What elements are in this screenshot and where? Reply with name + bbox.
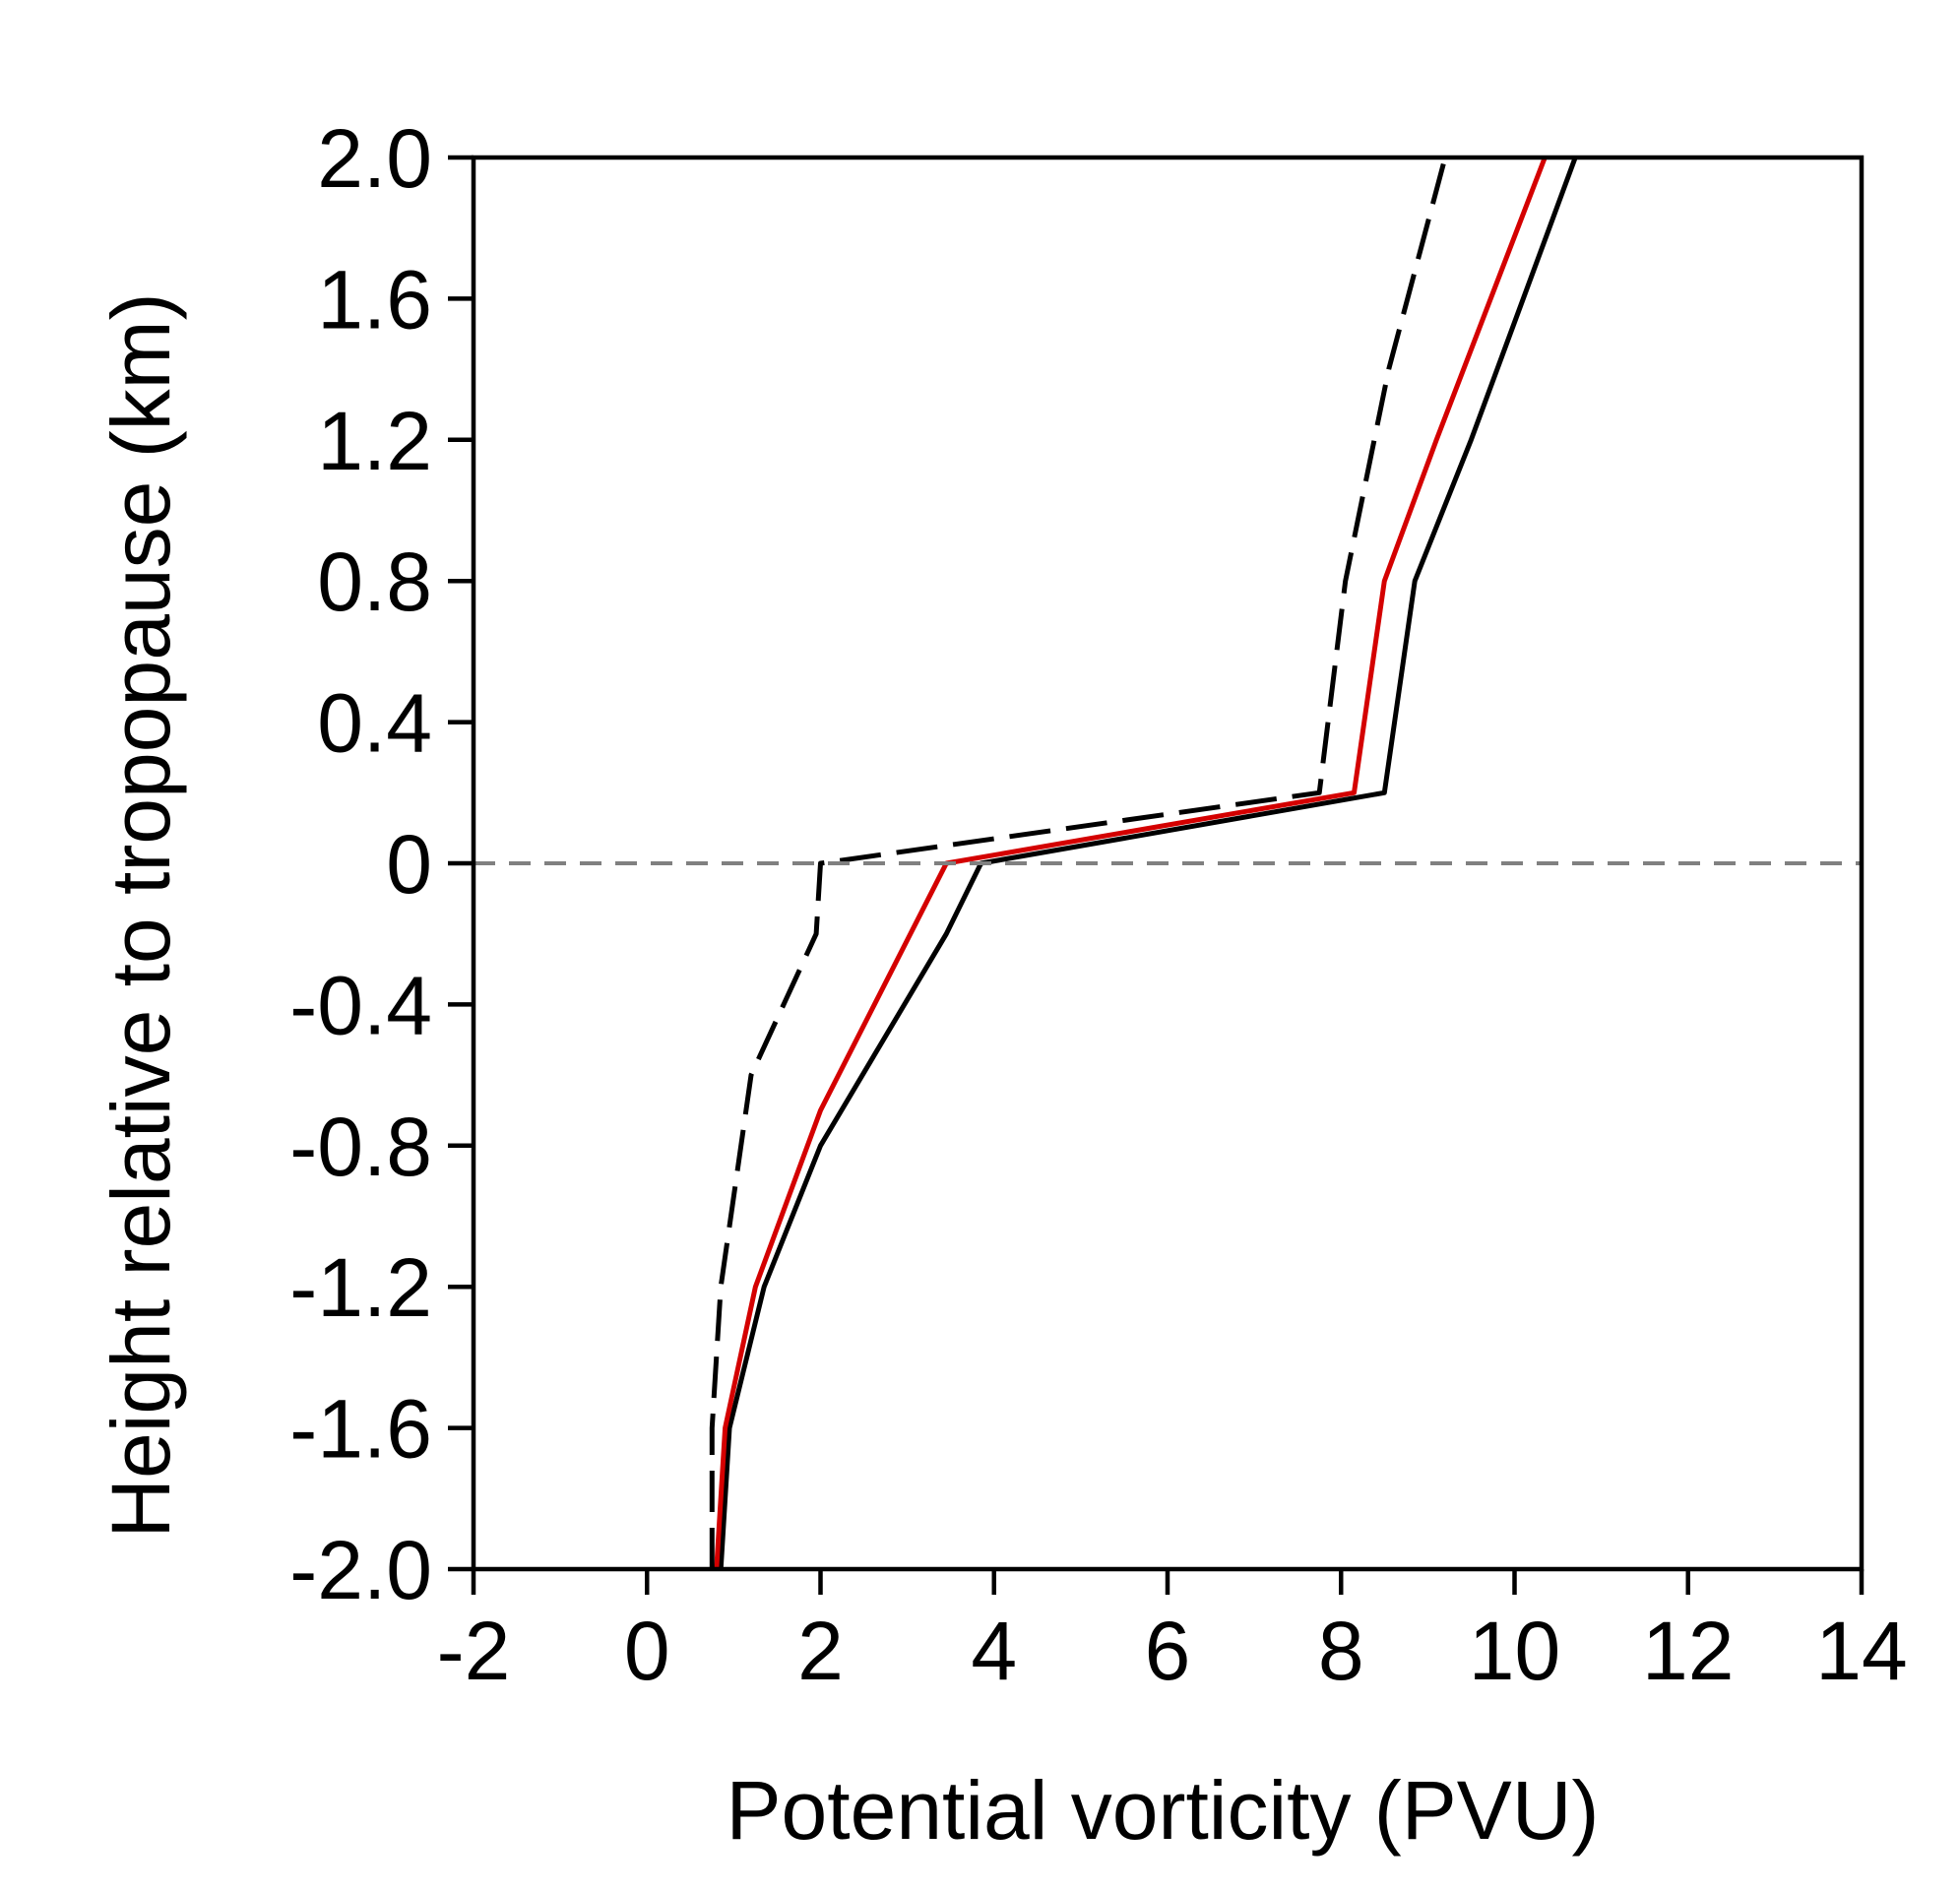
y-axis-title: Height relative to tropopause (km)	[95, 292, 187, 1538]
y-tick-label: 1.2	[317, 395, 432, 487]
y-tick-label: 0.4	[317, 677, 432, 770]
series-line-dashed-black	[709, 157, 1448, 1569]
y-tick-label: -1.6	[289, 1383, 432, 1476]
y-axis: 2.0 1.6 1.2 0.8 0.4 0 -0.4 -0.8 -1.2 -1.6 -2.0	[289, 112, 474, 1616]
y-tick-label: -0.8	[289, 1101, 432, 1193]
x-tick-label: -2	[437, 1605, 511, 1697]
x-tick-label: 2	[797, 1605, 844, 1697]
x-tick-label: 14	[1815, 1605, 1907, 1697]
y-tick-label: 1.6	[317, 253, 432, 346]
y-tick-label: -2.0	[289, 1524, 432, 1616]
y-tick-label: 0	[386, 818, 432, 911]
x-tick-label: 12	[1642, 1605, 1734, 1697]
x-tick-label: 6	[1145, 1605, 1191, 1697]
x-axis: -2 0 2 4 6 8 10 12 14	[437, 1569, 1908, 1697]
x-tick-label: 4	[971, 1605, 1017, 1697]
x-axis-title: Potential vorticity (PVU)	[727, 1764, 1600, 1857]
y-tick-label: 0.8	[317, 536, 432, 628]
x-tick-label: 8	[1318, 1605, 1364, 1697]
y-tick-label: -1.2	[289, 1241, 432, 1334]
y-tick-label: -0.4	[289, 959, 432, 1051]
x-tick-label: 10	[1469, 1605, 1560, 1697]
x-tick-label: 0	[624, 1605, 670, 1697]
y-tick-label: 2.0	[317, 112, 432, 205]
